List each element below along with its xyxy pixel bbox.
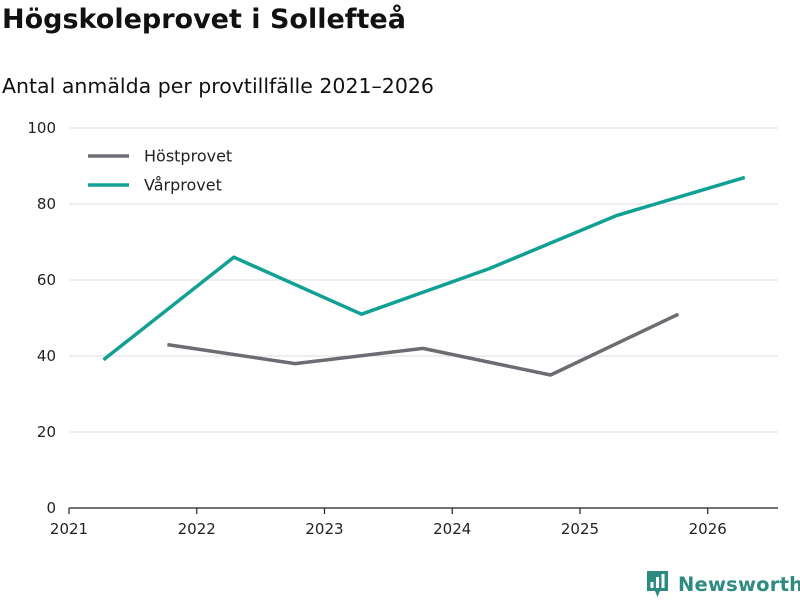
axes: 0 20 40 60 80 100 2021 2022 2023 2024 2025 2026 — [27, 119, 778, 538]
gridlines — [69, 127, 778, 433]
legend-label: Vårprovet — [144, 176, 222, 195]
y-tick-label: 100 — [27, 119, 56, 137]
x-tick-label: 2022 — [178, 520, 216, 538]
series-lines — [102, 175, 746, 377]
brand-name: Newsworthy — [678, 572, 800, 596]
legend-label: Höstprovet — [144, 147, 232, 166]
chart-title: Högskoleprovet i Sollefteå — [2, 4, 406, 35]
series-line-2 — [102, 175, 746, 362]
chart-subtitle: Antal anmälda per provtillfälle 2021–202… — [2, 74, 434, 98]
x-tick-label: 2024 — [433, 520, 471, 538]
y-tick-label: 60 — [37, 271, 56, 289]
y-tick-label: 20 — [37, 423, 56, 441]
y-tick-label: 40 — [37, 347, 56, 365]
series-line-1 — [167, 312, 680, 377]
x-tick-label: 2021 — [50, 520, 88, 538]
y-tick-label: 80 — [37, 195, 56, 213]
newsworthy-logo-icon — [647, 571, 668, 597]
x-tick-label: 2023 — [305, 520, 343, 538]
brand-logo: Newsworthy — [645, 569, 800, 599]
x-tick-label: 2025 — [561, 520, 599, 538]
legend: Höstprovet Vårprovet — [88, 147, 232, 195]
y-tick-label: 0 — [46, 499, 56, 517]
x-tick-label: 2026 — [689, 520, 727, 538]
